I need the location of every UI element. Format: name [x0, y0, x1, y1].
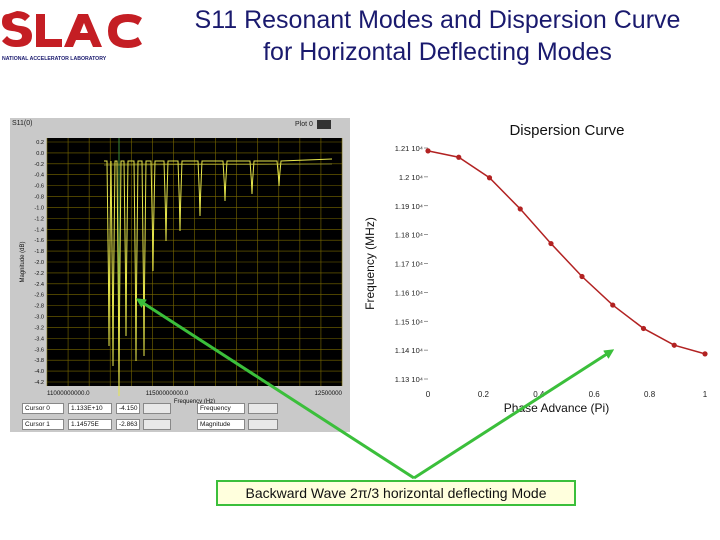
callout-box: Backward Wave 2π/3 horizontal deflecting…	[216, 480, 576, 506]
s11-panel: 0.2 0.0 -0.2 -0.4 -0.6 -0.8 -1.0 -1.2 -1.4 -1.6 -1…	[10, 118, 350, 432]
s11-x-tick: 12500000	[314, 390, 342, 397]
dispersion-curve	[427, 150, 706, 355]
dispersion-y-tick: 1.13 10⁴	[395, 375, 423, 384]
s11-y-tick: -3.8	[34, 358, 44, 364]
s11-x-tick: 11000000000.0	[47, 390, 90, 397]
s11-y-tick: -2.4	[34, 282, 44, 288]
s11-y-tick: -3.2	[34, 325, 44, 331]
dispersion-chart: Dispersion Curve 1.21 10⁴ 1.2 10⁴ 1.19 10⁴ 1…	[363, 122, 708, 415]
dispersion-y-tick: 1.2 10⁴	[399, 173, 423, 182]
cursor-name-field[interactable]: Cursor 0	[22, 403, 64, 414]
field-controls-icon[interactable]	[248, 403, 278, 414]
dispersion-point	[671, 342, 677, 348]
plot-label: Plot 0	[295, 121, 313, 128]
dispersion-point	[548, 240, 554, 247]
dispersion-x-tick: 1	[703, 390, 708, 399]
s11-y-tick: -2.6	[34, 293, 44, 299]
dispersion-point	[456, 154, 462, 160]
zoom-icon[interactable]	[317, 120, 331, 129]
cursor-controls-icon[interactable]	[143, 419, 171, 430]
s11-trace	[104, 158, 333, 397]
s11-y-tick: 0.0	[36, 151, 44, 157]
dispersion-point	[640, 325, 647, 332]
s11-trace-secondary	[103, 163, 333, 166]
s11-y-tick: -4.0	[34, 369, 44, 375]
dispersion-y-tick: 1.17 10⁴	[395, 260, 423, 269]
dispersion-x-tick: 0	[426, 390, 431, 399]
s11-y-tick: -2.2	[34, 271, 44, 277]
dispersion-title: Dispersion Curve	[509, 122, 624, 139]
dispersion-x-tick: 0.6	[589, 390, 601, 399]
cursor-field-select[interactable]: Magnitude	[197, 419, 245, 430]
cursor-controls-icon[interactable]	[143, 403, 171, 414]
logo-subtitle: NATIONAL ACCELERATOR LABORATORY	[2, 56, 107, 62]
s11-y-tick: -0.2	[34, 162, 44, 168]
dispersion-y-tick: 1.18 10⁴	[395, 231, 423, 240]
slide-title: S11 Resonant Modes and Dispersion Curve …	[155, 4, 720, 68]
s11-header: S11(0)	[12, 120, 33, 127]
slac-logo: NATIONAL ACCELERATOR LABORATORY	[2, 11, 142, 62]
dispersion-point	[425, 148, 431, 154]
s11-y-label: Magnitude (dB)	[20, 241, 26, 282]
dispersion-x-tick: 0.8	[644, 390, 656, 399]
dispersion-x-label: Phase Advance (Pi)	[504, 401, 609, 415]
s11-y-tick: -3.4	[34, 336, 44, 342]
cursor-freq-field[interactable]: 1.14575E	[68, 419, 112, 430]
dispersion-y-tick: 1.15 10⁴	[395, 317, 423, 326]
field-controls-icon[interactable]	[248, 419, 278, 430]
s11-plot: 0.2 0.0 -0.2 -0.4 -0.6 -0.8 -1.0 -1.2 -1.4 -1.6 -1…	[20, 138, 343, 405]
cursor-name-field[interactable]: Cursor 1	[22, 419, 64, 430]
dispersion-y-tick: 1.14 10⁴	[395, 346, 423, 355]
dispersion-point	[579, 273, 585, 280]
s11-y-tick: -1.0	[34, 205, 44, 211]
dispersion-y-label: Frequency (MHz)	[363, 217, 377, 310]
dispersion-y-tick: 1.21 10⁴	[395, 144, 423, 153]
dispersion-point	[610, 302, 616, 308]
dispersion-point	[517, 206, 523, 212]
cursor-field-select[interactable]: Frequency	[197, 403, 245, 414]
s11-y-tick: -1.2	[34, 216, 44, 222]
s11-x-tick: 11500000000.0	[146, 390, 189, 397]
s11-y-tick: -1.8	[34, 249, 44, 255]
dispersion-point	[702, 351, 708, 357]
s11-y-tick: -2.0	[34, 260, 44, 266]
cursor-mag-field[interactable]: -4.150	[116, 403, 140, 414]
dispersion-x-tick: 0.2	[478, 390, 490, 399]
s11-y-tick: -0.6	[34, 184, 44, 190]
dispersion-x-tick: 0.4	[533, 390, 545, 399]
title-line-2: for Horizontal Deflecting Modes	[263, 38, 612, 66]
s11-y-tick: 0.2	[36, 140, 44, 146]
dispersion-y-tick: 1.19 10⁴	[395, 202, 423, 211]
s11-y-tick: -0.4	[34, 173, 44, 179]
s11-y-tick: -3.6	[34, 347, 44, 353]
s11-y-tick: -4.2	[34, 380, 44, 386]
cursor-mag-field[interactable]: -2.863	[116, 419, 140, 430]
s11-y-tick: -1.6	[34, 238, 44, 244]
s11-y-tick: -0.8	[34, 195, 44, 201]
dispersion-y-tick: 1.16 10⁴	[395, 288, 423, 297]
s11-y-tick: -3.0	[34, 315, 44, 321]
s11-y-tick: -2.8	[34, 304, 44, 310]
s11-y-tick: -1.4	[34, 227, 44, 233]
cursor-freq-field[interactable]: 1.133E+10	[68, 403, 112, 414]
title-line-1: S11 Resonant Modes and Dispersion Curve	[194, 6, 681, 34]
dispersion-point	[486, 175, 493, 181]
